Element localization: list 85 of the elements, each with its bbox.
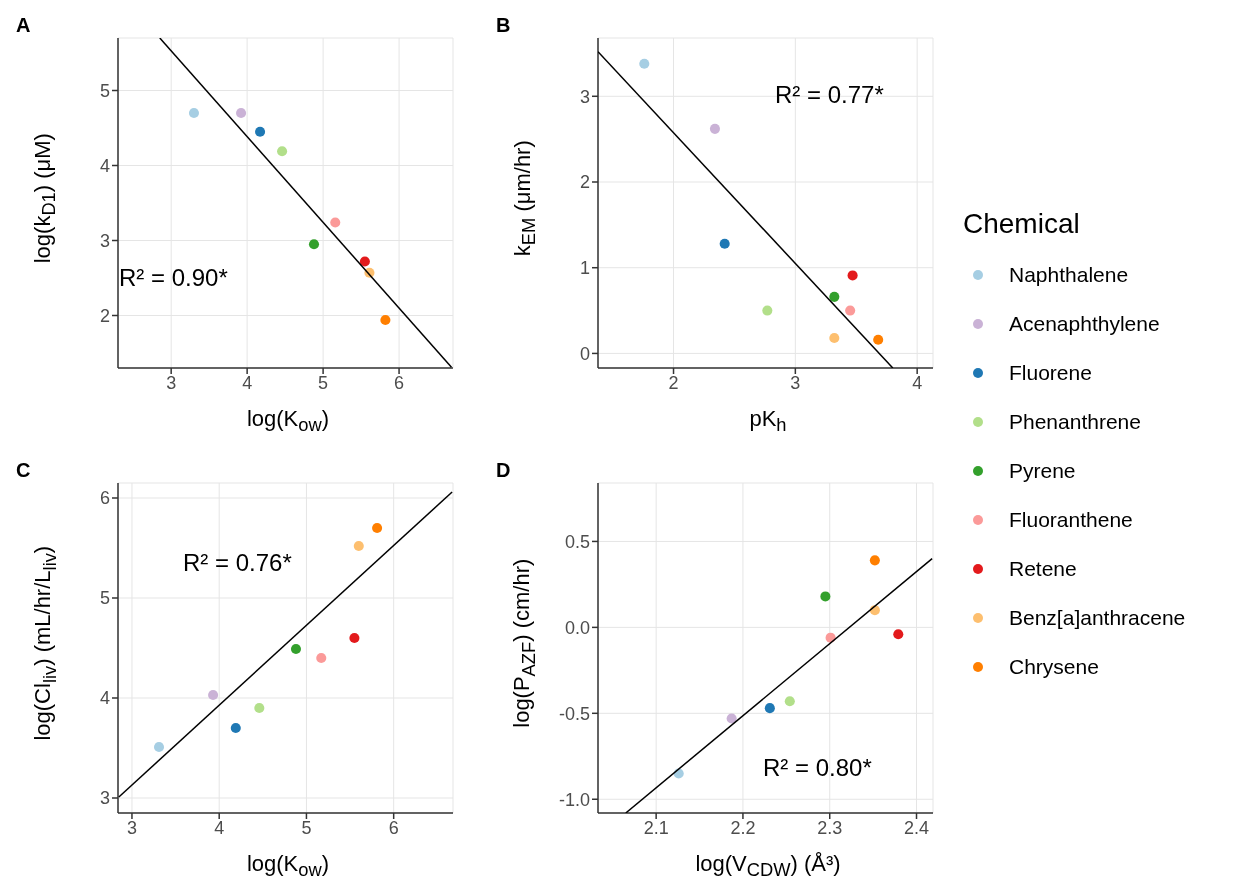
x-tick-label: 4 — [912, 372, 923, 393]
point — [845, 305, 856, 316]
y-tick-label: 5 — [99, 588, 110, 609]
point — [236, 107, 247, 119]
y-tick-label: 2 — [99, 305, 110, 326]
y-tick-label: 1 — [579, 258, 590, 279]
x-tick-label: 2.4 — [903, 817, 930, 838]
legend-label: Fluorene — [1009, 360, 1092, 385]
y-tick-label: 0.0 — [564, 617, 590, 638]
y-tick-label: 0 — [579, 343, 590, 364]
x-tick-label: 5 — [318, 372, 329, 393]
x-tick-label: 4 — [214, 817, 225, 838]
point — [308, 239, 320, 250]
y-tick-label: 4 — [99, 688, 110, 709]
point — [349, 632, 360, 644]
x-tick-label: 3 — [166, 372, 177, 393]
point — [873, 334, 884, 345]
y-tick-label: 3 — [99, 230, 110, 251]
point — [277, 146, 288, 157]
point — [359, 256, 370, 267]
annotation: R² = 0.77* — [775, 81, 884, 109]
legend-label: Chrysene — [1009, 654, 1099, 679]
point — [639, 58, 650, 69]
point — [820, 591, 831, 602]
y-tick-label: 2 — [579, 172, 590, 193]
point — [762, 305, 773, 316]
point — [829, 332, 840, 344]
x-tick-label: 2.3 — [817, 817, 843, 838]
x-tick-label: 3 — [126, 817, 137, 838]
point — [254, 702, 265, 714]
legend-label: Retene — [1009, 556, 1077, 581]
point — [847, 270, 858, 281]
legend-label: Benz[a]anthracene — [1009, 605, 1186, 630]
legend-label: Phenanthrene — [1009, 409, 1141, 434]
point — [230, 722, 241, 734]
point — [893, 629, 904, 640]
x-tick-label: 6 — [388, 817, 399, 838]
legend-label: Pyrene — [1009, 458, 1076, 483]
point — [372, 522, 383, 534]
x-tick-label: 3 — [790, 372, 801, 393]
annotation: R² = 0.90* — [119, 263, 228, 291]
y-tick-label: 3 — [99, 788, 110, 809]
point — [869, 555, 880, 566]
point — [255, 126, 266, 137]
point — [709, 123, 720, 134]
point — [784, 696, 795, 707]
legend-title: Chemical — [963, 208, 1080, 239]
point — [353, 540, 364, 552]
x-tick-label: 5 — [301, 817, 312, 838]
point — [719, 238, 730, 249]
point — [316, 652, 327, 664]
point — [153, 741, 165, 753]
x-tick-label: 4 — [242, 372, 253, 393]
x-tick-label: 2 — [668, 372, 679, 393]
y-tick-label: 5 — [99, 80, 110, 101]
y-tick-label: 0.5 — [564, 531, 590, 552]
x-tick-label: 6 — [394, 372, 405, 393]
x-axis-title: pK$_{h}$ — [749, 406, 787, 436]
chart-title: A — [16, 14, 31, 36]
annotation: R² = 0.76* — [183, 549, 292, 576]
x-axis-title: log(K$_{ow}$) — [246, 851, 330, 881]
point — [380, 314, 391, 326]
point — [764, 703, 775, 714]
point — [208, 689, 219, 701]
annotation: R² = 0.80* — [763, 754, 872, 782]
x-axis-title: log(K$_{ow}$) — [246, 406, 330, 436]
legend-label: Fluoranthene — [1009, 507, 1133, 532]
x-tick-label: 2.2 — [730, 817, 756, 838]
point — [188, 107, 200, 119]
legend-label: Acenaphthylene — [1009, 311, 1160, 336]
chart-title: B — [496, 14, 511, 36]
point — [330, 217, 341, 228]
y-tick-label: 3 — [579, 86, 590, 107]
point — [290, 643, 302, 655]
x-tick-label: 2.1 — [643, 817, 669, 838]
legend-label: Naphthalene — [1009, 262, 1129, 287]
y-tick-label: 4 — [99, 155, 110, 176]
y-tick-label: -1.0 — [558, 789, 590, 810]
x-axis-title: log(V$_{CDW}$) (Å³) — [695, 851, 841, 881]
chart-title: C — [16, 459, 31, 481]
y-tick-label: -0.5 — [558, 703, 590, 724]
chart-title: D — [496, 459, 511, 481]
point — [726, 713, 737, 724]
point — [829, 291, 840, 302]
y-tick-label: 6 — [99, 488, 110, 509]
